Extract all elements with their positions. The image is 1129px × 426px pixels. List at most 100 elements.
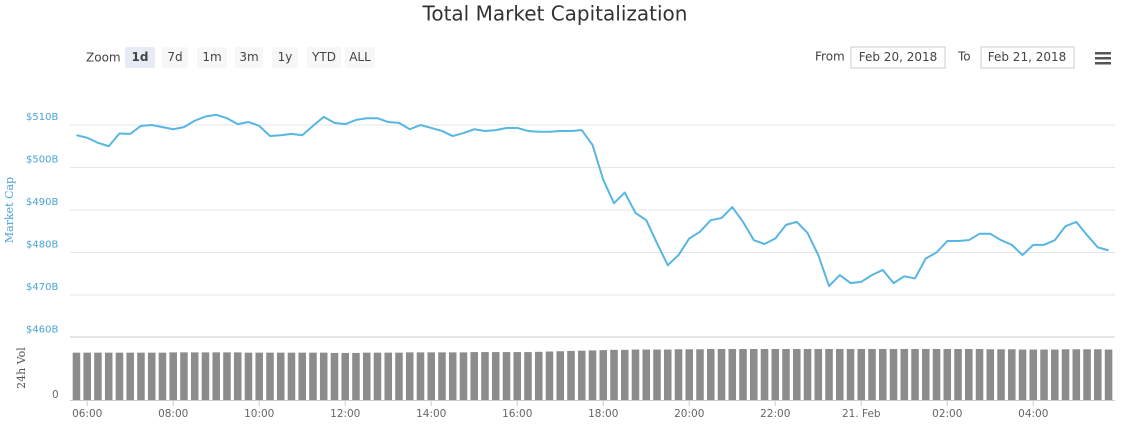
volume-bar: [287, 352, 296, 400]
zoom-button[interactable]: [272, 47, 298, 68]
volume-bar: [1072, 349, 1081, 400]
y-tick-label: $470B: [26, 282, 58, 293]
chart-title: Total Market Capitalization: [422, 2, 688, 26]
volume-bar: [836, 348, 844, 400]
x-tick-label: 02:00: [932, 408, 962, 420]
volume-bar: [1061, 349, 1070, 400]
zoom-button-label[interactable]: YTD: [311, 50, 336, 64]
volume-bar: [610, 349, 618, 400]
volume-bar: [793, 348, 801, 400]
volume-bar: [986, 349, 995, 400]
zoom-button-label[interactable]: 1m: [202, 50, 221, 64]
volume-bar: [943, 348, 952, 400]
x-tick-label: 14:00: [416, 408, 446, 420]
volume-bar: [276, 352, 285, 400]
y2-tick-label: 0: [52, 389, 59, 401]
volume-bar: [534, 351, 543, 400]
volume-bar: [577, 350, 586, 400]
zoom-button-label[interactable]: 3m: [239, 50, 258, 64]
volume-bar: [900, 348, 909, 400]
volume-bar: [491, 352, 500, 400]
y-tick-label: $480B: [26, 240, 58, 251]
volume-bar: [212, 352, 220, 400]
volume-bar: [728, 348, 737, 400]
zoom-button[interactable]: [162, 47, 188, 68]
volume-bar: [825, 348, 833, 400]
volume-bar: [104, 352, 113, 400]
volume-bar: [879, 348, 887, 400]
zoom-button[interactable]: [345, 47, 375, 68]
menu-bar: [1095, 57, 1111, 60]
volume-bar: [190, 352, 199, 400]
volume-bar: [459, 352, 468, 400]
volume-bar: [739, 348, 747, 400]
from-label: From: [815, 50, 845, 64]
volume-bar: [352, 352, 360, 400]
y-tick-label: $510B: [26, 112, 58, 123]
volume-bar: [1029, 349, 1038, 400]
zoom-label: Zoom: [86, 51, 121, 65]
volume-bar: [233, 352, 242, 400]
zoom-button[interactable]: [235, 47, 263, 68]
to-label: To: [957, 50, 971, 64]
volume-bar: [922, 348, 930, 400]
y-tick-label: $500B: [26, 155, 58, 166]
zoom-button-label[interactable]: 1d: [132, 50, 149, 64]
from-input[interactable]: [850, 46, 946, 69]
volume-bar: [717, 348, 726, 400]
volume-bar: [1040, 349, 1048, 400]
volume-bar: [513, 352, 522, 400]
volume-bar: [1051, 349, 1059, 400]
volume-bar: [244, 352, 253, 400]
volume-bar: [169, 352, 177, 400]
volume-bar: [954, 348, 962, 400]
volume-bar: [631, 349, 640, 400]
volume-bar: [405, 352, 414, 400]
volume-bar: [137, 352, 145, 400]
x-tick-label: 08:00: [158, 408, 188, 420]
volume-bar: [685, 349, 694, 400]
to-input[interactable]: [980, 46, 1075, 69]
volume-bar: [448, 352, 457, 400]
volume-bar: [653, 349, 661, 400]
menu-button[interactable]: [1095, 52, 1111, 65]
volume-bar: [298, 352, 306, 400]
volume-bar: [868, 348, 876, 400]
volume-bar: [620, 349, 629, 400]
volume-bar: [223, 352, 231, 400]
volume-bar: [72, 352, 81, 400]
volume-bar: [782, 348, 790, 400]
zoom-button[interactable]: [125, 47, 155, 68]
volume-bar: [126, 352, 134, 400]
zoom-button-label[interactable]: 1y: [278, 50, 293, 64]
volume-bar: [965, 348, 973, 400]
from-value[interactable]: Feb 20, 2018: [859, 50, 938, 64]
volume-bar: [94, 352, 102, 400]
volume-bar: [663, 349, 672, 400]
volume-bar: [416, 352, 425, 400]
volume-bar: [438, 352, 446, 400]
volume-bar: [330, 352, 339, 400]
x-tick-label: 06:00: [72, 408, 102, 420]
zoom-button[interactable]: [197, 47, 227, 68]
menu-bar: [1095, 62, 1111, 65]
to-value[interactable]: Feb 21, 2018: [988, 50, 1067, 64]
x-tick-label: 16:00: [502, 408, 532, 420]
volume-bar: [115, 352, 124, 400]
volume-bar: [642, 349, 651, 400]
market-cap-line: [76, 113, 1109, 288]
volume-bar: [911, 348, 919, 400]
volume-bar: [771, 348, 780, 400]
volume-bar: [997, 349, 1005, 400]
y-tick-label: $490B: [26, 197, 58, 208]
zoom-button[interactable]: [307, 47, 341, 68]
zoom-button-label[interactable]: 7d: [167, 50, 182, 64]
volume-bar: [395, 352, 403, 400]
x-tick-label: 18:00: [588, 408, 618, 420]
zoom-button-label[interactable]: ALL: [349, 50, 371, 64]
volume-bar: [1104, 349, 1113, 400]
x-tick-label: 20:00: [674, 408, 704, 420]
volume-bar: [814, 348, 823, 400]
volume-bar: [309, 352, 317, 400]
